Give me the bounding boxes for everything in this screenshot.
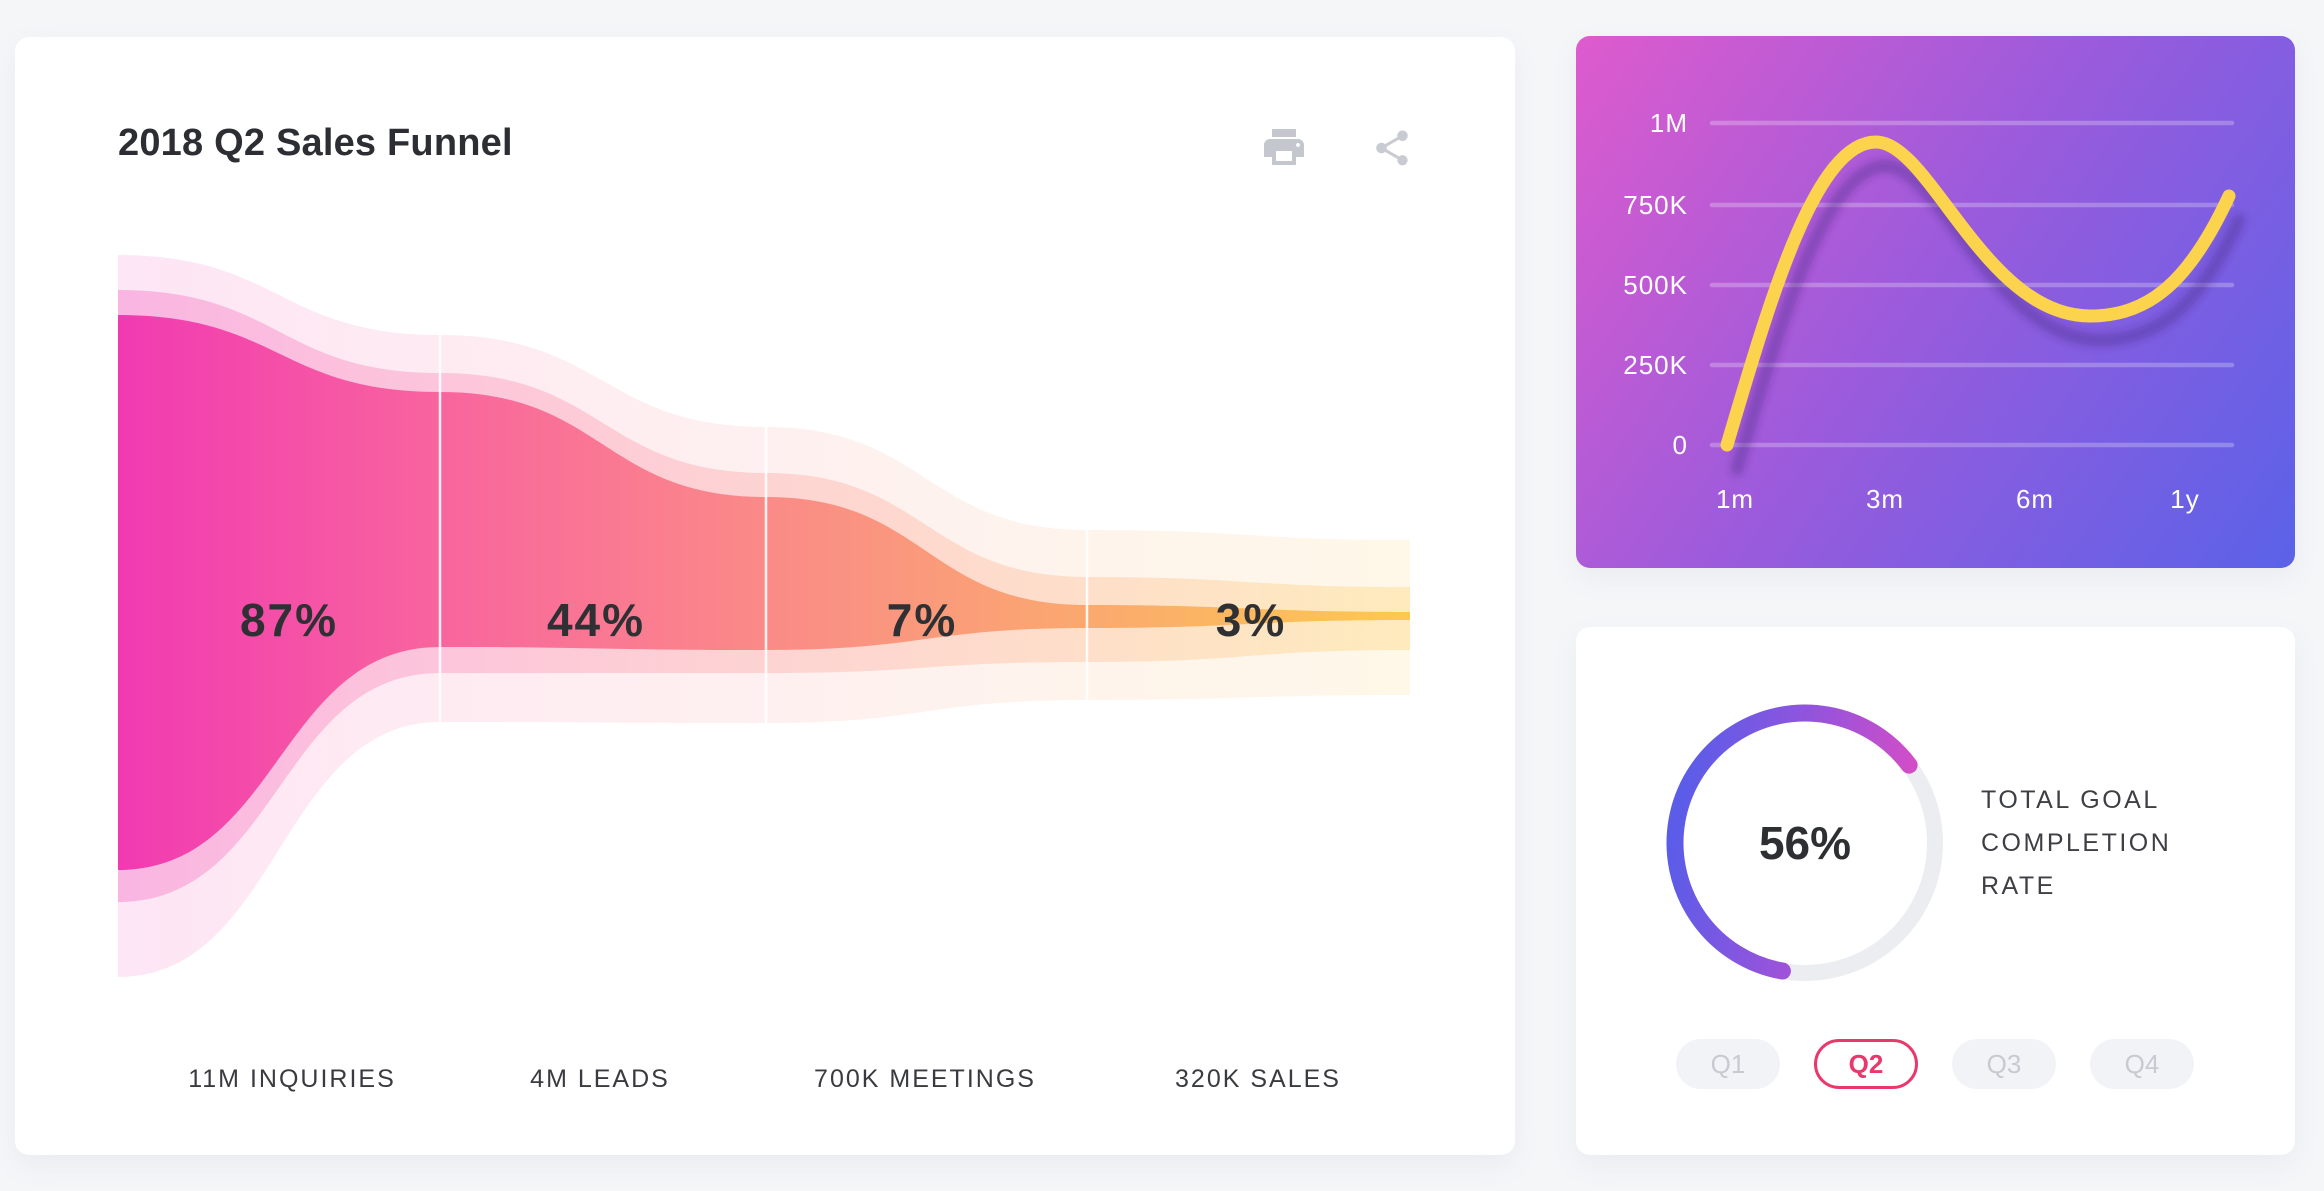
quarter-pill-q1[interactable]: Q1: [1676, 1039, 1780, 1089]
trend-line: [1720, 135, 2236, 452]
x-axis-tick: 3m: [1865, 484, 1905, 514]
goal-label-line: RATE: [1981, 872, 2056, 900]
funnel-stage-label: 320K SALES: [1175, 1065, 1341, 1093]
y-axis-tick: 250K: [1623, 350, 1688, 380]
goal-label-line: TOTAL GOAL: [1981, 786, 2160, 814]
sales-funnel-card: 2018 Q2 Sales Funnel: [15, 37, 1515, 1155]
page-title: 2018 Q2 Sales Funnel: [118, 122, 513, 164]
x-axis-tick: 6m: [2015, 484, 2055, 514]
goal-label-line: COMPLETION: [1981, 829, 2172, 857]
trend-chart-card: 1M 750K 500K 250K 0 1m 3m 6m 1y: [1576, 36, 2295, 568]
funnel-chart: 87% 44% 7% 3%: [118, 255, 1410, 977]
print-icon[interactable]: [1260, 123, 1308, 171]
quarter-pill-q3[interactable]: Q3: [1952, 1039, 2056, 1089]
y-axis-tick: 1M: [1649, 108, 1688, 138]
funnel-stage-percent: 87%: [240, 594, 338, 646]
gridlines: [1709, 120, 2235, 448]
goal-completion-card: 56% TOTAL GOAL COMPLETION RATE Q1 Q2 Q3 …: [1576, 627, 2295, 1155]
funnel-stage-dividers: [438, 335, 1089, 723]
quarter-pill-q4[interactable]: Q4: [2090, 1039, 2194, 1089]
funnel-stage-label: 700K MEETINGS: [814, 1065, 1036, 1093]
y-axis-tick: 0: [1672, 430, 1688, 460]
donut-progress-arc: [1666, 704, 1944, 982]
y-axis-tick: 500K: [1623, 270, 1688, 300]
funnel-stage-percent: 7%: [887, 594, 957, 646]
funnel-stage-label: 4M LEADS: [530, 1065, 670, 1093]
goal-label: TOTAL GOAL COMPLETION RATE: [1981, 779, 2171, 908]
share-icon[interactable]: [1371, 127, 1413, 169]
x-axis-tick: 1y: [2170, 484, 2200, 514]
funnel-stage-label: 11M INQUIRIES: [188, 1065, 396, 1093]
goal-percent-value: 56%: [1758, 817, 1852, 869]
y-axis-tick: 750K: [1623, 190, 1688, 220]
funnel-stage-percent: 3%: [1216, 594, 1286, 646]
trend-line-chart: [1709, 120, 2246, 476]
goal-donut-chart: [1666, 704, 1944, 982]
x-axis-tick: 1m: [1715, 484, 1755, 514]
funnel-stage-percent: 44%: [547, 594, 645, 646]
quarter-pill-q2[interactable]: Q2: [1814, 1039, 1918, 1089]
